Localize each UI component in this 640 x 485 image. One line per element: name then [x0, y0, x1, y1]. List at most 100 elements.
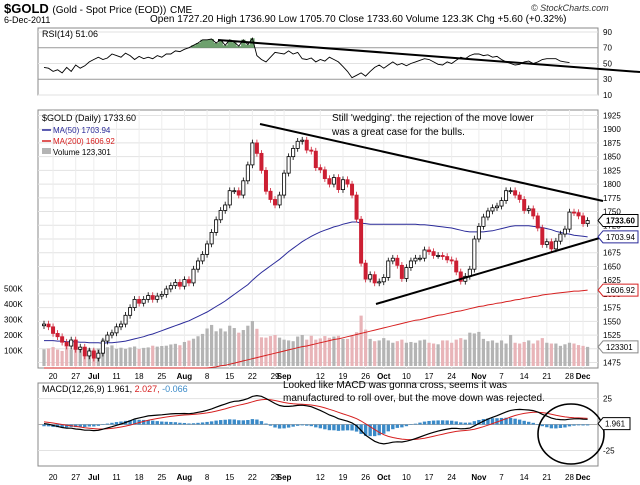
candle-body — [313, 150, 318, 169]
candle-body — [359, 218, 364, 264]
macd-hist-bar — [259, 421, 264, 425]
x-label-bottom: 11 — [112, 473, 121, 482]
volume-bar — [155, 346, 159, 366]
macd-hist-bar — [178, 422, 182, 425]
volume-bar — [522, 341, 526, 366]
volume-bar — [572, 343, 576, 366]
volume-bar — [504, 343, 508, 366]
candle-body — [508, 190, 513, 193]
macd-hist-bar — [499, 417, 504, 425]
macd-hist-bar — [42, 424, 46, 427]
macd-hist-bar — [96, 424, 101, 426]
volume-bar — [160, 346, 164, 366]
macd-hist-bar — [87, 424, 91, 427]
volume-bar — [536, 340, 540, 366]
x-label-bottom: 19 — [339, 473, 348, 482]
volume-bar — [563, 344, 567, 366]
candle-body — [422, 249, 427, 259]
macd-hist-bar — [545, 424, 549, 428]
candle-body — [295, 140, 300, 149]
volume-bar — [527, 340, 531, 366]
macd-hist-bar — [468, 422, 472, 425]
candle-body — [513, 190, 518, 196]
candle-body — [223, 204, 228, 211]
x-label-bottom: 24 — [447, 473, 456, 482]
macd-hist-bar — [400, 424, 404, 428]
x-label-bottom: 26 — [361, 473, 370, 482]
candle-body — [150, 295, 155, 300]
volume-bar — [386, 340, 390, 366]
macd-hist-bar — [404, 424, 409, 427]
volume-bar — [391, 342, 395, 366]
candle-body — [300, 139, 305, 142]
volume-bar — [219, 328, 223, 366]
macd-hist-bar — [536, 424, 540, 425]
candle-body — [259, 152, 264, 171]
candle-body — [205, 243, 210, 255]
macd-hist-bar — [300, 424, 304, 426]
candle-body — [354, 194, 359, 220]
candle-body — [350, 183, 355, 196]
rsi-lines — [43, 37, 640, 79]
volume-bar — [567, 342, 572, 366]
price-tick-label: 1875 — [603, 139, 621, 148]
upper-trendline — [259, 123, 604, 202]
macd-hist-bar — [472, 421, 477, 425]
candle-body — [445, 256, 450, 261]
volume-bar — [210, 324, 214, 366]
macd-hist-bar — [576, 424, 581, 426]
legend-ma50: MA(50) 1703.94 — [53, 126, 111, 135]
candle-body — [82, 346, 87, 357]
x-label-top: 8 — [205, 372, 210, 381]
volume-tick-labels: 500K 400K 300K 200K 100K — [4, 285, 23, 356]
price-tick-label: 1625 — [603, 276, 621, 285]
volume-bar — [105, 347, 110, 366]
volume-bar — [42, 349, 46, 366]
macd-hist-bar — [200, 422, 205, 425]
volume-bar — [395, 341, 399, 366]
x-label-top: 14 — [520, 372, 529, 381]
volume-bar — [69, 349, 73, 366]
candle-body — [200, 253, 205, 262]
candle-body — [241, 180, 246, 196]
macd-hist-bar — [83, 424, 87, 427]
volume-tick-label: 200K — [4, 331, 23, 340]
macd-hist-bar — [205, 421, 209, 425]
macd-hist-bar — [558, 424, 563, 428]
quote-summary: Open 1727.20 High 1736.90 Low 1705.70 Cl… — [150, 14, 567, 25]
macd-hist-bar — [255, 419, 259, 425]
chart-title: $GOLD (Gold - Spot Price (EOD)) CME — [4, 1, 192, 16]
macd-circle-annotation — [537, 403, 605, 465]
volume-bar — [296, 336, 300, 366]
candle-body — [46, 323, 51, 328]
price-annotation-line-1: Still 'wedging'. the rejection of the mo… — [332, 113, 534, 124]
candle-body — [254, 142, 259, 154]
volume-bar — [268, 336, 273, 366]
volume-bar — [490, 340, 495, 366]
volume-bar — [499, 340, 504, 366]
x-label-top: 18 — [135, 372, 144, 381]
candle-body — [137, 298, 142, 304]
macd-label: MACD(12,26,9) 1.961, 2.027, -0.066 — [42, 384, 188, 394]
candle-body — [60, 336, 65, 343]
macd-hist-bar — [436, 420, 440, 425]
x-label-bottom: Nov — [471, 473, 487, 482]
macd-hist-bar — [305, 424, 309, 426]
ma50-line — [44, 221, 588, 344]
volume-bar — [191, 338, 196, 366]
x-label-bottom: 7 — [499, 473, 504, 482]
volume-bar — [237, 332, 241, 366]
ma200-line — [44, 289, 588, 369]
candle-body — [177, 281, 182, 287]
candle-body — [404, 267, 409, 279]
candle-body — [562, 228, 567, 235]
macd-panel: 250-25 MACD(12,26,9) 1.961, 2.027, -0.06… — [37, 380, 631, 467]
macd-hist-bar — [431, 420, 436, 425]
candle-body — [96, 352, 101, 359]
close-price-tag-text: 1733.60 — [606, 217, 635, 226]
price-legend: $GOLD (Daily) 1733.60 MA(50) 1703.94 MA(… — [42, 113, 136, 157]
macd-hist-bar — [395, 424, 400, 428]
volume-bar — [46, 348, 51, 366]
candle-body — [218, 210, 223, 221]
macd-hist-bar — [440, 420, 445, 425]
